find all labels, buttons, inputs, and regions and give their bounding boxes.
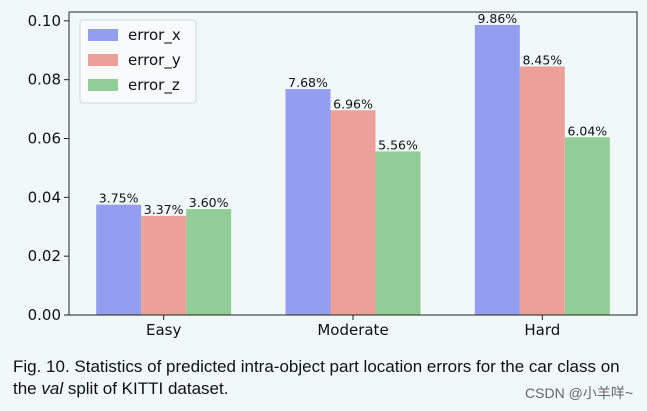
bar-error_y-hard	[519, 66, 565, 315]
watermark: CSDN @小羊咩~	[525, 385, 633, 401]
y-tick-label: 0.06	[28, 129, 61, 147]
figure-caption: Fig. 10. Statistics of predicted intra-o…	[13, 356, 638, 400]
legend-label-error_x: error_x	[128, 26, 181, 45]
bar-chart: 3.75% 3.37% 3.60% 7.68% 6.96% 5.56% 9.86% 8.45%…	[28, 11, 638, 339]
legend-label-error_y: error_y	[128, 51, 181, 70]
caption-suffix: split of KITTI dataset.	[63, 379, 229, 398]
data-label-error_z-moderate: 5.56%	[378, 137, 418, 152]
bar-error_x-hard	[474, 24, 520, 315]
legend-swatch-error_x	[88, 29, 118, 41]
y-tick-label: 0.02	[28, 247, 61, 265]
data-label-error_z-easy: 3.60%	[189, 195, 229, 210]
caption-prefix: Fig. 10. Statistics of predicted intra-o…	[13, 357, 620, 398]
data-label-error_y-moderate: 6.96%	[333, 96, 373, 111]
y-tick-label: 0.08	[28, 71, 61, 89]
data-label-error_x-moderate: 7.68%	[288, 75, 328, 90]
legend-swatch-error_z	[88, 79, 118, 91]
y-tick-label: 0.04	[28, 188, 61, 206]
data-label-error_y-easy: 3.37%	[144, 202, 184, 217]
bar-error_z-moderate	[375, 151, 421, 315]
y-tick-label: 0.00	[28, 306, 61, 324]
caption-italic: val	[41, 379, 64, 398]
data-label-error_x-easy: 3.75%	[99, 191, 139, 206]
data-label-error_y-hard: 8.45%	[522, 52, 562, 67]
plot-frame	[68, 11, 638, 316]
x-tick-label-easy: Easy	[146, 321, 181, 339]
bar-error_y-moderate	[330, 110, 376, 316]
legend-label-error_z: error_z	[128, 76, 180, 95]
x-tick-label-hard: Hard	[524, 321, 560, 339]
bar-error_x-moderate	[285, 89, 331, 315]
bar-error_z-easy	[186, 209, 232, 315]
bar-error_x-easy	[96, 204, 142, 315]
x-tick-label-moderate: Moderate	[317, 321, 388, 339]
legend: error_x error_y error_z	[79, 19, 197, 104]
bar-error_y-easy	[141, 215, 187, 315]
legend-swatch-error_y	[88, 54, 118, 66]
bar-error_z-hard	[564, 137, 610, 315]
y-tick-label: 0.10	[28, 12, 61, 30]
data-label-error_x-hard: 9.86%	[477, 11, 517, 26]
data-label-error_z-hard: 6.04%	[567, 123, 607, 138]
